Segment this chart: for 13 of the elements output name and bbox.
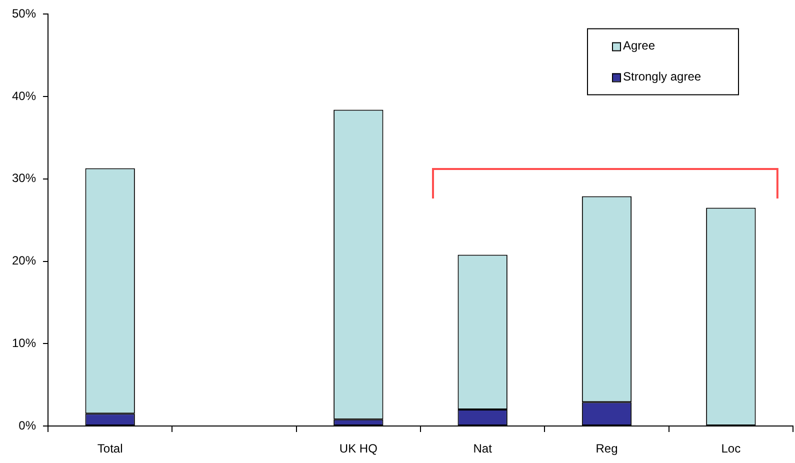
x-tick-label: UK HQ <box>339 442 378 456</box>
y-tick-label: 50% <box>12 6 36 21</box>
x-tick-label: Nat <box>473 442 493 456</box>
y-tick-label: 10% <box>12 336 36 350</box>
x-tick-label: Total <box>97 442 123 456</box>
y-tick-label: 30% <box>12 171 36 186</box>
y-tick-label: 20% <box>12 254 36 268</box>
legend-label: Strongly agree <box>623 70 702 84</box>
x-tick-label: Reg <box>596 442 618 456</box>
legend-label: Agree <box>623 38 656 53</box>
x-tick-label: Loc <box>721 442 741 456</box>
y-tick-label: 40% <box>12 88 36 103</box>
y-tick-label: 0% <box>18 418 36 432</box>
